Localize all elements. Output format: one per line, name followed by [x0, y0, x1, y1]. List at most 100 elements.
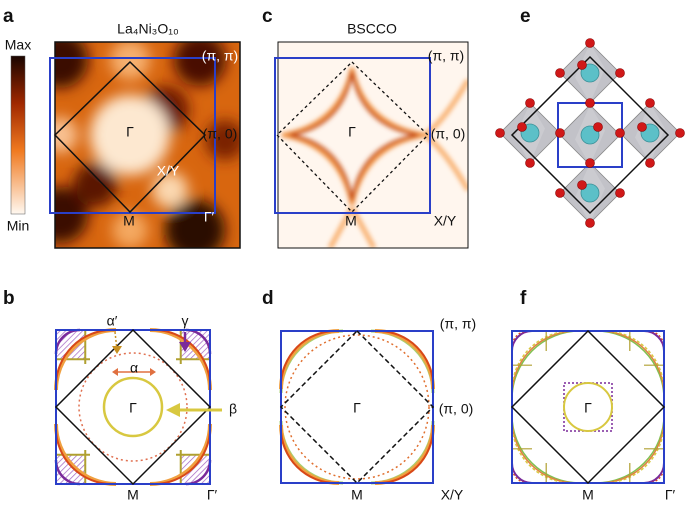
fermi-arc — [647, 330, 665, 348]
annotation: Γ — [348, 124, 356, 140]
o-atom — [585, 38, 595, 48]
o-atom — [615, 68, 625, 78]
fermi-arc — [55, 427, 113, 485]
heatmap — [55, 42, 240, 248]
panel-label: c — [262, 6, 273, 27]
hatch — [56, 454, 86, 484]
fermi-arc — [603, 330, 665, 392]
arrowhead — [150, 368, 156, 376]
arrowhead — [112, 346, 122, 354]
o-atom — [577, 60, 587, 70]
fermi-arc — [280, 330, 337, 387]
ni-atom — [580, 63, 600, 83]
annotation: α — [130, 360, 138, 376]
fermi-arc — [647, 466, 665, 484]
annotation: X/Y — [157, 163, 180, 179]
o-atom — [577, 180, 587, 190]
arrowhead — [112, 368, 118, 376]
colorbar-max: Max — [5, 37, 31, 53]
panel-a: a La₄Ni₃O₁₀ Max Min (π, π) (π, 0) Γ X/Y … — [3, 6, 241, 249]
panel-b: b — [3, 288, 222, 486]
annotation: Γ — [126, 124, 134, 140]
fermi-arc — [279, 420, 344, 485]
annotation: Γ — [584, 400, 592, 416]
annotation: Γ′ — [204, 209, 215, 225]
annotation: (π, 0) — [203, 126, 238, 142]
o-atom — [585, 98, 595, 108]
panel-label: a — [3, 6, 14, 27]
o-atom — [555, 128, 565, 138]
o-atom — [675, 128, 685, 138]
fermi-arc — [370, 420, 435, 485]
annotation: Γ — [353, 400, 361, 416]
annotation: X/Y — [441, 487, 464, 503]
annotation: α′ — [107, 313, 118, 329]
annotation: (π, π) — [440, 316, 476, 332]
fermi-arc — [643, 462, 665, 484]
fermi-arc — [511, 330, 573, 392]
annotation: (π, 0) — [439, 401, 474, 417]
panel-c: c BSCCO (π, π) Γ (π, 0) M X/Y — [262, 6, 469, 249]
o-atom — [645, 98, 655, 108]
o-atom — [637, 122, 647, 132]
fermi-arc — [377, 427, 434, 484]
hatch — [56, 330, 86, 360]
cell-diamond — [510, 55, 670, 215]
annotations: α′ γ α β Γ M Γ′ (π, π) Γ (π, 0) M X/Y Γ … — [107, 313, 676, 503]
beta — [102, 376, 164, 438]
annotation: (π, 0) — [431, 126, 466, 142]
panel-f: f — [510, 288, 666, 485]
panel-label: e — [520, 6, 531, 27]
o-atom — [615, 188, 625, 198]
zone-diamond — [510, 329, 666, 485]
fermi-arc — [511, 422, 573, 484]
fermi-arc — [511, 462, 533, 484]
fermi-arc — [377, 330, 434, 387]
o-atom — [645, 158, 655, 168]
o-atom — [495, 128, 505, 138]
o-atom — [585, 158, 595, 168]
annotation: X/Y — [434, 213, 457, 229]
fermi-arc — [279, 329, 344, 394]
fermi-arc — [511, 330, 529, 348]
annotation: β — [229, 401, 237, 417]
o-atom — [555, 188, 565, 198]
colorbar — [10, 55, 26, 215]
o-atom — [585, 218, 595, 228]
annotation: (π, π) — [428, 48, 464, 64]
fermi-arc — [603, 422, 665, 484]
o-atom — [593, 122, 603, 132]
outer — [284, 334, 430, 480]
arrowhead — [166, 403, 180, 417]
fermi-arc — [153, 427, 211, 485]
panel-e: e — [495, 6, 685, 228]
beta — [563, 382, 613, 432]
fermi-arc — [643, 330, 665, 352]
hatch — [180, 454, 210, 484]
zone-diamond — [54, 328, 212, 486]
panel-label: d — [262, 288, 274, 309]
arrow — [114, 331, 118, 351]
fermi-arc — [280, 427, 337, 484]
annotation: M — [123, 213, 135, 229]
annotation: Γ — [129, 400, 137, 416]
alpha-prime — [78, 352, 188, 462]
annotation: M — [345, 213, 357, 229]
annotation: γ — [182, 313, 189, 329]
o-atom — [517, 122, 527, 132]
fermi-arc — [153, 329, 211, 387]
annotation: M — [351, 487, 363, 503]
ni-atom — [580, 183, 600, 203]
arrowhead — [179, 342, 191, 352]
o-atom — [555, 68, 565, 78]
fermi-arc — [511, 330, 533, 352]
annotation: Γ′ — [665, 487, 676, 503]
fermi-arc — [370, 329, 435, 394]
panel-title: La₄Ni₃O₁₀ — [117, 21, 179, 37]
o-atom — [525, 98, 535, 108]
panel-label: b — [3, 288, 15, 309]
ni-atom — [580, 125, 600, 145]
colorbar-min: Min — [7, 218, 30, 234]
annotation: M — [582, 487, 594, 503]
